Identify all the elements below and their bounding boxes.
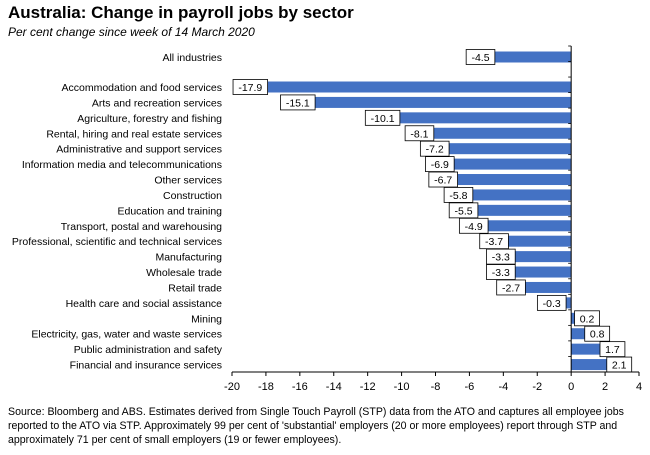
bar — [571, 343, 600, 355]
value-label-box — [448, 202, 479, 219]
category-label: Arts and recreation services — [92, 97, 222, 109]
bar — [457, 174, 572, 186]
x-tick-label: -4 — [498, 381, 508, 393]
value-label-box — [536, 294, 567, 311]
value-label: 0.8 — [590, 329, 605, 341]
value-label-box — [465, 49, 496, 65]
value-label-box — [458, 217, 489, 234]
bar — [449, 143, 572, 155]
value-label-box — [364, 109, 401, 126]
value-label: -6.7 — [434, 175, 452, 187]
x-tick-label: 4 — [636, 381, 642, 393]
category-label: Retail trade — [168, 282, 222, 294]
value-label: -5.5 — [455, 205, 473, 217]
value-label-box — [496, 279, 526, 296]
category-label: Electricity, gas, water and waste servic… — [31, 329, 222, 341]
x-tick-label: -10 — [394, 381, 410, 393]
bar — [477, 204, 572, 216]
bar — [571, 359, 607, 371]
bar — [508, 235, 572, 247]
value-label: -15.1 — [286, 97, 310, 109]
bar — [488, 220, 572, 232]
category-label: All industries — [162, 52, 222, 64]
x-tick-label: -14 — [326, 381, 342, 393]
value-label: -2.7 — [502, 282, 520, 294]
value-label: -17.9 — [238, 82, 262, 94]
x-tick-label: -8 — [431, 381, 441, 393]
x-tick-label: -18 — [258, 381, 274, 393]
value-label: -3.7 — [485, 236, 503, 248]
category-label: Transport, postal and warehousing — [61, 221, 222, 233]
value-label: -8.1 — [410, 128, 428, 140]
bar — [515, 251, 572, 263]
value-label: -10.1 — [371, 113, 395, 125]
bar — [433, 127, 572, 139]
value-label-box — [479, 233, 509, 250]
bar — [566, 297, 572, 309]
value-label-box — [486, 248, 516, 265]
bar-chart: All industries Accommodation and food ser… — [12, 45, 642, 393]
value-label-box — [425, 156, 455, 173]
value-label-box — [428, 171, 458, 188]
category-label: Other services — [154, 175, 222, 187]
value-label: -3.3 — [492, 252, 510, 264]
bar — [315, 96, 572, 108]
value-label: 0.2 — [580, 313, 595, 325]
category-label: Public administration and safety — [74, 344, 223, 356]
value-label: 2.1 — [612, 360, 627, 372]
x-tick-label: -12 — [360, 381, 376, 393]
x-tick-label: 2 — [602, 381, 608, 393]
value-label: -7.2 — [426, 144, 444, 156]
category-label: Manufacturing — [155, 252, 222, 264]
bar — [399, 112, 572, 124]
source-footnote: Source: Bloomberg and ABS. Estimates der… — [8, 406, 624, 446]
bar — [571, 312, 575, 324]
bar — [525, 281, 572, 293]
category-label: Agriculture, forestry and fishing — [77, 113, 222, 125]
category-label: Information media and telecommunications — [22, 159, 222, 171]
category-label: Professional, scientific and technical s… — [12, 236, 222, 248]
category-label: Construction — [163, 190, 222, 202]
value-label-box — [419, 140, 450, 157]
category-label: Accommodation and food services — [62, 82, 223, 94]
value-label-box — [443, 187, 474, 203]
chart-subtitle: Per cent change since week of 14 March 2… — [8, 25, 255, 39]
bar — [515, 266, 572, 278]
value-label: -4.9 — [465, 221, 483, 233]
bar — [494, 51, 572, 63]
category-label: Mining — [191, 313, 222, 325]
bar — [472, 189, 572, 201]
x-tick-label: 0 — [568, 381, 574, 393]
value-label-box — [599, 341, 626, 358]
x-tick-label: -6 — [465, 381, 475, 393]
chart-title: Australia: Change in payroll jobs by sec… — [8, 3, 354, 22]
bar — [267, 81, 572, 93]
value-label-box — [574, 310, 600, 327]
category-label: Rental, hiring and real estate services — [46, 128, 222, 140]
category-label: Health care and social assistance — [66, 298, 223, 310]
value-label-box — [486, 264, 516, 280]
value-label-box — [584, 325, 611, 342]
value-label: -0.3 — [543, 298, 561, 310]
value-label-box — [404, 125, 435, 142]
value-label: 1.7 — [605, 344, 620, 356]
category-label: Administrative and support services — [56, 144, 222, 156]
bar — [571, 328, 585, 340]
value-label: -6.9 — [431, 159, 449, 171]
x-tick-label: -16 — [292, 381, 308, 393]
x-tick-label: -20 — [224, 381, 240, 393]
value-label-box — [280, 94, 316, 111]
value-label: -3.3 — [492, 267, 510, 279]
value-label: -4.5 — [471, 52, 489, 64]
category-label: Education and training — [118, 205, 223, 217]
value-label: -5.8 — [449, 190, 467, 202]
value-label-box — [232, 79, 269, 95]
bar — [454, 158, 572, 170]
category-label: Wholesale trade — [146, 267, 222, 279]
x-tick-label: -2 — [532, 381, 542, 393]
category-label: Financial and insurance services — [70, 360, 222, 372]
